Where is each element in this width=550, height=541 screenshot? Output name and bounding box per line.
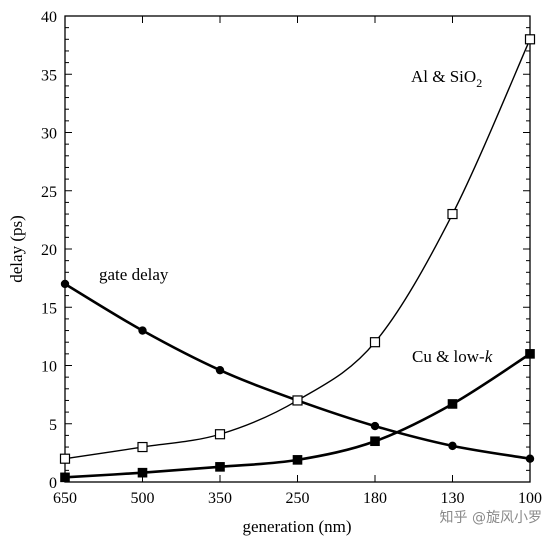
gate-delay-point [215,365,225,375]
x-tick-label: 650 [53,490,77,507]
gate-delay-point [138,326,147,335]
y-tick-label: 0 [49,475,57,492]
gate-delay-curve [64,282,531,460]
al-sio2-curve [64,39,531,460]
al-sio2-point [369,337,381,348]
curves [64,39,531,479]
y-tick-label: 35 [41,67,57,84]
cu-lowk-point [215,462,225,472]
al-sio2-label-subscript: 2 [476,76,482,90]
cu-lowk-point [370,436,380,447]
al-sio2-point [137,441,148,453]
cu-lowk-point [525,349,535,359]
al-sio2-label-main: Al & SiO [411,67,476,86]
y-tick-label: 30 [41,126,57,143]
cu-lowk-point [292,455,303,465]
y-tick-label: 15 [41,300,57,317]
gate-delay-point [370,421,380,431]
markers [59,34,536,483]
al-sio2-point [214,429,226,440]
cu-lowk-label: Cu & low-k [412,347,493,366]
watermark: 知乎 @旋风小罗 [440,509,542,526]
al-sio2-point [59,453,71,464]
al-sio2-point [292,395,303,406]
gate-delay-point [525,454,535,463]
cu-lowk-point [447,399,458,409]
y-tick-label: 20 [41,242,57,259]
y-tick-label: 25 [41,184,57,201]
gate-delay-point [448,441,457,451]
cu-lowk-label-k: k [485,347,493,366]
x-tick-label: 180 [363,490,387,507]
cu-lowk-label-main: Cu & low- [412,347,485,366]
x-tick-label: 500 [131,490,155,507]
gate-delay-label: gate delay [99,265,169,284]
gate-delay-point [60,279,70,289]
cu-lowk-point [60,472,70,483]
x-tick-label: 250 [286,490,310,507]
y-axis-title: delay (ps) [7,215,26,283]
y-tick-label: 10 [41,359,57,376]
x-tick-label: 350 [208,490,232,507]
al-sio2-label: Al & SiO2 [411,67,482,90]
y-tick-label: 40 [41,9,57,26]
y-tick-label: 5 [49,417,57,434]
x-tick-label: 100 [518,490,542,507]
x-tick-label: 130 [441,490,465,507]
al-sio2-point [524,34,536,45]
cu-lowk-point [137,467,148,478]
al-sio2-point [447,208,458,220]
x-axis-title: generation (nm) [242,517,351,536]
axes: 0 5 10 15 20 25 30 35 40 650 500 350 250 180 130 100 [41,9,542,507]
